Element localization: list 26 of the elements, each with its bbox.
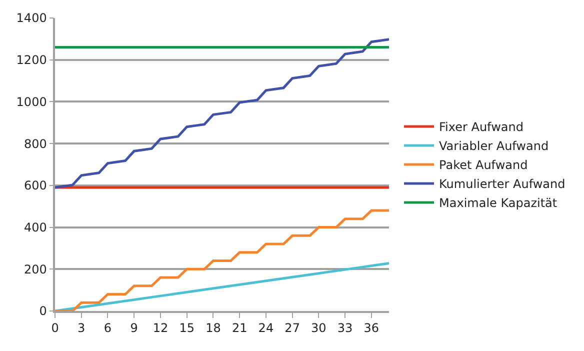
- y-tick-label: 800: [24, 136, 47, 151]
- legend-label: Kumulierter Aufwand: [439, 177, 566, 192]
- x-tick-label: 6: [104, 321, 112, 336]
- y-tick-label: 1200: [16, 53, 47, 68]
- y-tick-label: 200: [24, 262, 47, 276]
- x-tick-label: 30: [311, 321, 326, 336]
- legend-label: Fixer Aufwand: [439, 120, 524, 134]
- legend-label: Maximale Kapazität: [439, 196, 558, 210]
- y-tick-label: 1400: [16, 11, 47, 26]
- x-tick-label: 15: [179, 321, 194, 336]
- x-tick-label: 9: [130, 321, 138, 336]
- y-tick-label: 400: [24, 220, 47, 234]
- x-tick-label: 33: [337, 321, 353, 336]
- y-tick-label: 0: [39, 304, 47, 318]
- x-tick-label: 24: [258, 321, 274, 336]
- x-tick-label: 0: [51, 321, 59, 336]
- y-tick-label: 600: [24, 178, 47, 193]
- x-tick-label: 3: [78, 321, 86, 336]
- x-tick-label: 36: [364, 321, 380, 336]
- y-tick-label: 1000: [16, 94, 47, 109]
- x-tick-label: 12: [152, 321, 168, 336]
- x-tick-label: 18: [206, 321, 221, 336]
- x-tick-label: 21: [232, 321, 248, 336]
- legend-label: Paket Aufwand: [439, 158, 528, 172]
- legend-label: Variabler Aufwand: [439, 139, 549, 154]
- x-tick-label: 27: [284, 321, 300, 336]
